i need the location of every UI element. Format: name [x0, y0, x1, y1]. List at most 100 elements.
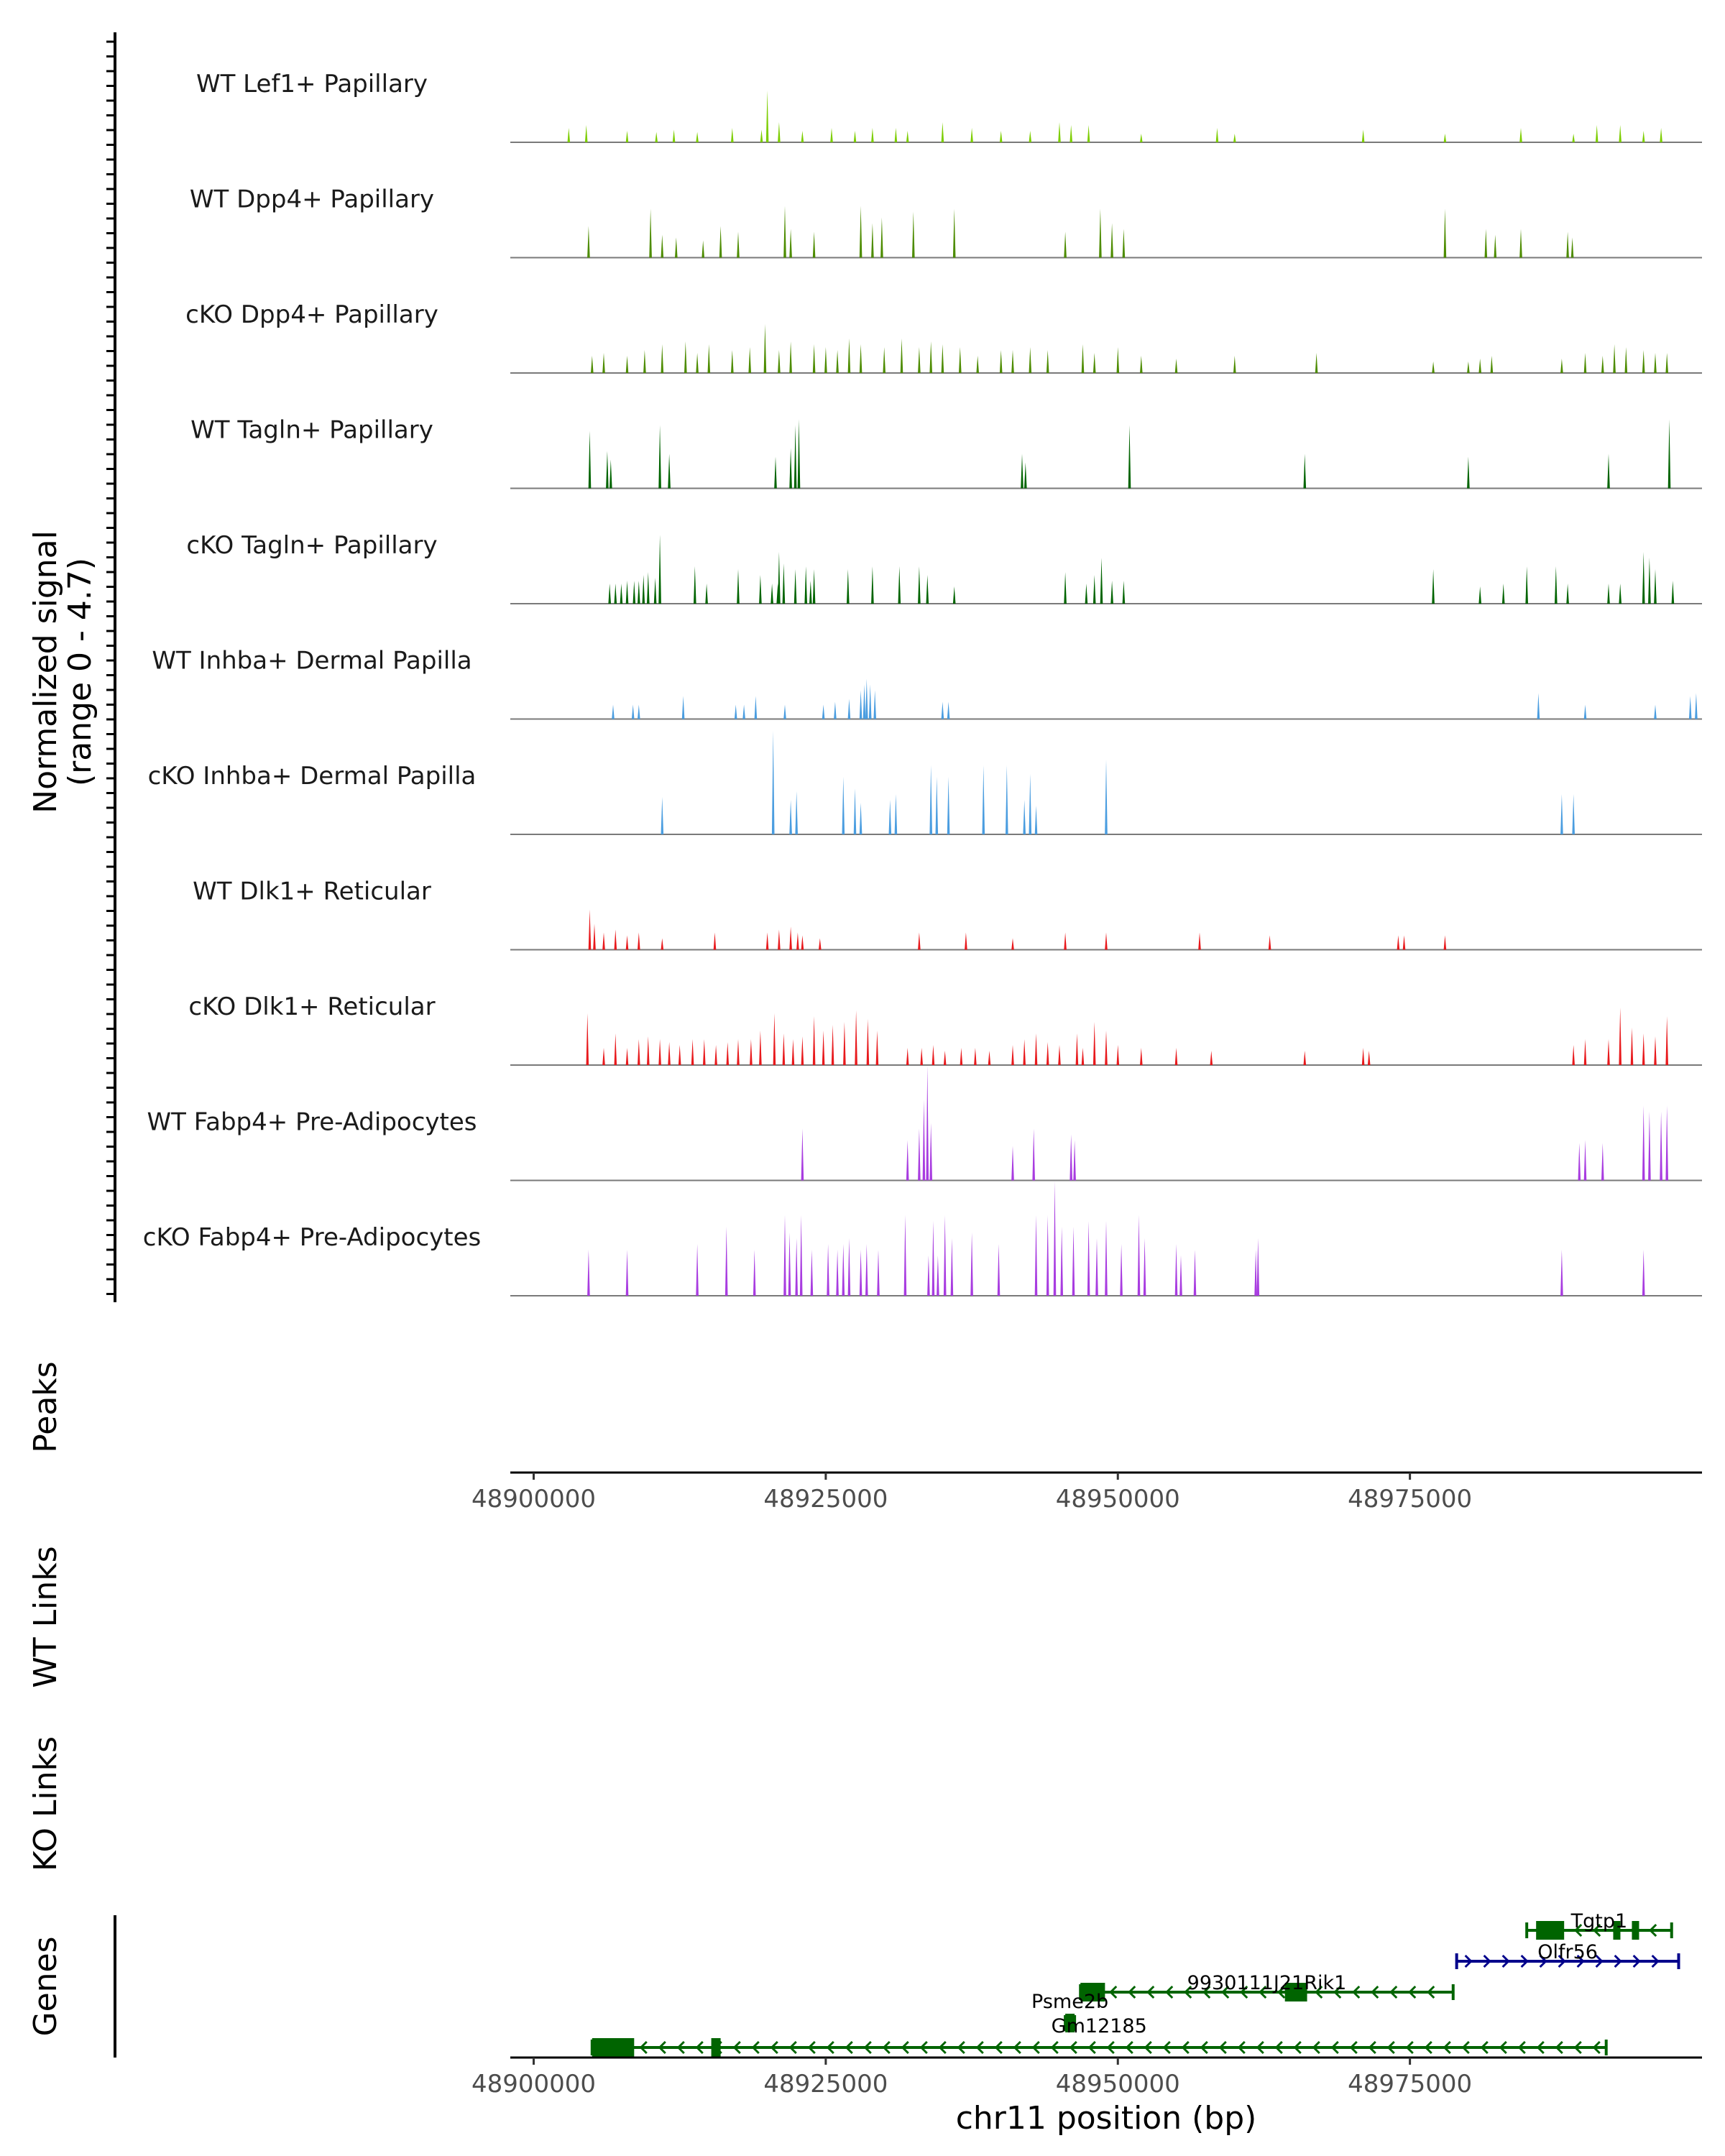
gene-model: Tgtp1 [1525, 1910, 1673, 1940]
coverage-peak [1064, 932, 1067, 950]
coverage-peak [797, 419, 801, 489]
coverage-peak [1361, 129, 1365, 142]
strand-arrow [695, 2040, 704, 2055]
coverage-peak [943, 1215, 947, 1296]
coverage-peak [1501, 584, 1505, 604]
coverage-peak [1443, 208, 1447, 258]
coverage-peak [1046, 1042, 1049, 1065]
coverage-peak [567, 128, 571, 142]
coverage-peak [941, 344, 944, 373]
coverage-peak [1467, 456, 1470, 489]
coverage-peak [584, 125, 588, 142]
coverage-peak [748, 347, 751, 373]
gene-label: 9930111J21Rik1 [1187, 1972, 1347, 1994]
coverage-track: cKO Fabp4+ Pre-Adipocytes [143, 1181, 1702, 1296]
coverage-peak [1432, 569, 1435, 604]
coverage-peak [1021, 453, 1024, 489]
coverage-peak [1092, 1022, 1096, 1065]
peaks-label: Peaks [27, 1361, 64, 1452]
coverage-peak [691, 1039, 694, 1065]
coverage-peak [1443, 935, 1447, 950]
strand-arrow [1330, 2040, 1339, 2055]
strand-arrow [1184, 1985, 1192, 1999]
coverage-peak [918, 1128, 921, 1181]
coverage-track: WT Lef1+ Papillary [196, 70, 1702, 143]
coverage-peak [612, 704, 615, 719]
coverage-track: WT Fabp4+ Pre-Adipocytes [147, 1065, 1702, 1181]
strand-arrow [994, 2040, 1003, 2055]
coverage-peak [1583, 704, 1587, 719]
coverage-peak [855, 1010, 857, 1065]
coverage-peak [1560, 794, 1563, 834]
wt-links-label: WT Links [27, 1546, 64, 1687]
coverage-peak [714, 1045, 717, 1065]
strand-arrow [1499, 2040, 1507, 2055]
coverage-peak [932, 1045, 935, 1065]
coverage-peak [941, 122, 944, 142]
coverage-peak [960, 1048, 963, 1065]
coverage-peak [1011, 938, 1014, 950]
coverage-peak [812, 569, 816, 604]
coverage-peak [1648, 1111, 1651, 1181]
coverage-peak [737, 1039, 740, 1065]
coverage-peak [929, 765, 932, 834]
strand-arrow [1614, 1954, 1622, 1968]
coverage-peak [801, 935, 804, 950]
coverage-peak [970, 128, 973, 142]
coverage-peak [774, 456, 777, 489]
coverage-peak [668, 453, 671, 489]
coverage-peak [952, 208, 956, 258]
coverage-peak [696, 353, 699, 373]
coverage-peak [642, 575, 645, 604]
track-label: cKO Dpp4+ Papillary [185, 300, 438, 329]
coverage-peak [883, 347, 886, 373]
coverage-peak [1110, 223, 1113, 258]
gene-label: Olfr56 [1537, 1941, 1598, 1963]
coverage-peak [812, 1016, 816, 1065]
coverage-peak [1034, 806, 1038, 834]
coverage-peak [770, 584, 773, 604]
strand-arrow [1408, 1985, 1417, 1999]
coverage-peak [1268, 935, 1271, 950]
coverage-peak [1642, 1033, 1645, 1065]
coverage-peak [1490, 356, 1494, 373]
gene-model: Gm12185 [590, 2015, 1608, 2057]
coverage-track: WT Dpp4+ Papillary [190, 185, 1702, 259]
coverage-peak [1120, 1244, 1123, 1296]
strand-arrow [1274, 2040, 1283, 2055]
coverage-peak [1122, 229, 1126, 258]
gene-exon [1284, 1983, 1307, 2001]
coverage-peak [1210, 1051, 1213, 1065]
strand-arrow [1461, 2040, 1470, 2055]
strand-arrow [1256, 2040, 1264, 2055]
coverage-peak [868, 684, 872, 719]
coverage-peak [1315, 353, 1318, 373]
coverage-peak [926, 575, 929, 604]
coverage-peak [900, 338, 903, 373]
coverage-peak [965, 932, 967, 950]
coverage-peak [765, 91, 769, 142]
coverage-peak [1619, 1008, 1622, 1065]
coverage-peak [731, 128, 734, 142]
coverage-peak [1029, 347, 1032, 373]
coverage-peak [1085, 584, 1088, 604]
coverage-peak [737, 231, 740, 258]
coverage-peak [976, 356, 979, 373]
coverage-peak [675, 237, 678, 258]
coverage-peak [1583, 353, 1587, 373]
coverage-peak [1619, 584, 1622, 604]
coverage-peak [759, 1031, 762, 1065]
strand-arrow [658, 2040, 666, 2055]
coverage-peak [871, 128, 874, 142]
coverage-peak [999, 131, 1003, 142]
coverage-peak [643, 350, 646, 373]
coverage-peak [668, 1042, 671, 1065]
coverage-peak [778, 122, 781, 142]
strand-arrow [1405, 2040, 1414, 2055]
coverage-peak [632, 581, 636, 604]
coverage-peak [696, 1244, 699, 1296]
coverage-peak [943, 1051, 947, 1065]
coverage-peak [871, 566, 874, 604]
strand-arrow [1480, 2040, 1489, 2055]
coverage-peak [988, 1051, 991, 1065]
